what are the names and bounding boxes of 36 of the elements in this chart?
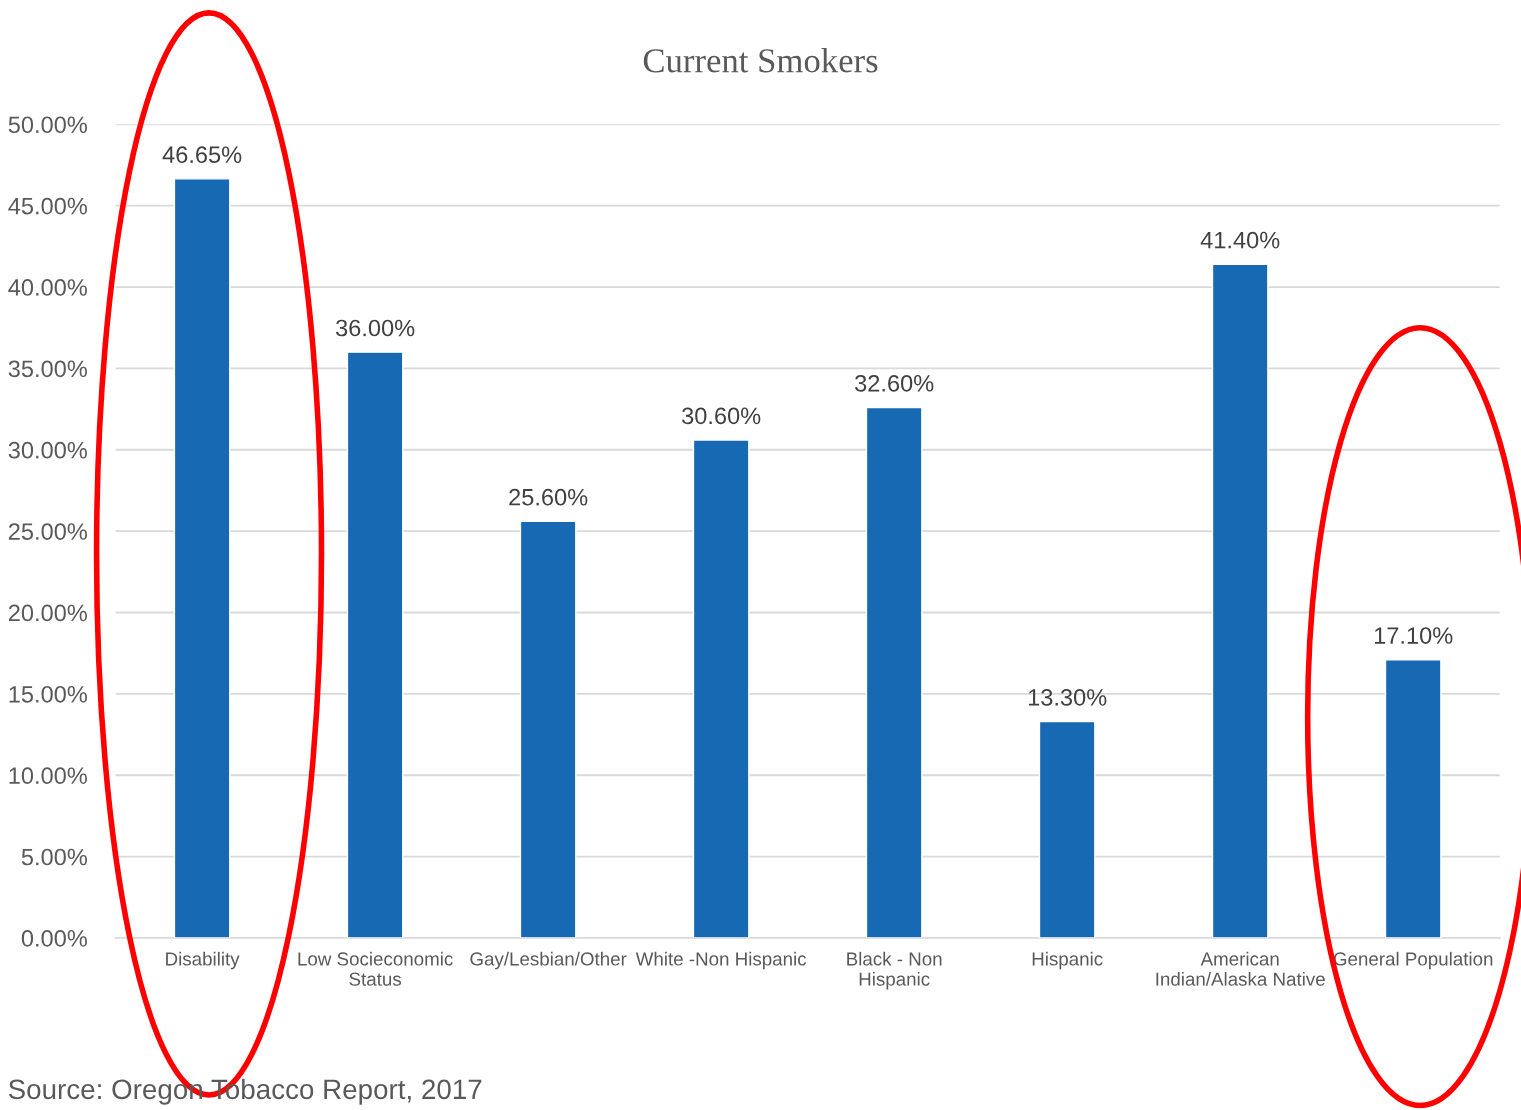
bar bbox=[346, 351, 404, 938]
data-label: 46.65% bbox=[162, 146, 242, 164]
y-tick-label: 45.00% bbox=[8, 197, 87, 215]
bar bbox=[1384, 658, 1442, 938]
data-label: 30.60% bbox=[682, 407, 761, 425]
data-label: 32.60% bbox=[855, 374, 934, 392]
bar bbox=[865, 406, 923, 938]
y-tick-label: 15.00% bbox=[9, 685, 87, 703]
bar bbox=[1211, 263, 1269, 938]
x-tick-label: White -Non Hispanic bbox=[635, 951, 807, 970]
x-tick-label: American Indian/Alaska Native bbox=[1156, 951, 1325, 986]
bar bbox=[519, 520, 577, 938]
data-label: 36.00% bbox=[335, 319, 415, 337]
bar bbox=[173, 178, 231, 938]
x-tick-label: General Population bbox=[1333, 951, 1493, 970]
y-tick-label: 25.00% bbox=[8, 523, 87, 540]
data-label: 17.10% bbox=[1374, 627, 1453, 644]
x-tick-label: Gay/Lesbian/Other bbox=[470, 951, 627, 970]
y-tick-label: 30.00% bbox=[8, 441, 87, 459]
x-tick-label: Low Socieconomic Status bbox=[298, 951, 453, 986]
bar bbox=[692, 439, 750, 938]
data-label: 13.30% bbox=[1028, 689, 1107, 706]
data-label: 25.60% bbox=[509, 488, 588, 506]
y-tick-label: 20.00% bbox=[8, 604, 87, 622]
y-tick-label: 40.00% bbox=[8, 279, 87, 296]
bar bbox=[1038, 720, 1096, 938]
data-label: 41.40% bbox=[1200, 231, 1280, 249]
y-tick-label: 5.00% bbox=[21, 848, 87, 866]
y-tick-label: 0.00% bbox=[21, 930, 87, 947]
y-tick-label: 35.00% bbox=[8, 360, 87, 378]
chart-title: Current Smokers bbox=[643, 48, 878, 73]
x-tick-label: Black - Non Hispanic bbox=[847, 951, 942, 990]
x-tick-label: Disability bbox=[166, 951, 240, 970]
x-tick-label: Hispanic bbox=[1032, 951, 1103, 970]
y-tick-label: 10.00% bbox=[9, 767, 87, 785]
y-tick-label: 50.00% bbox=[8, 116, 87, 134]
